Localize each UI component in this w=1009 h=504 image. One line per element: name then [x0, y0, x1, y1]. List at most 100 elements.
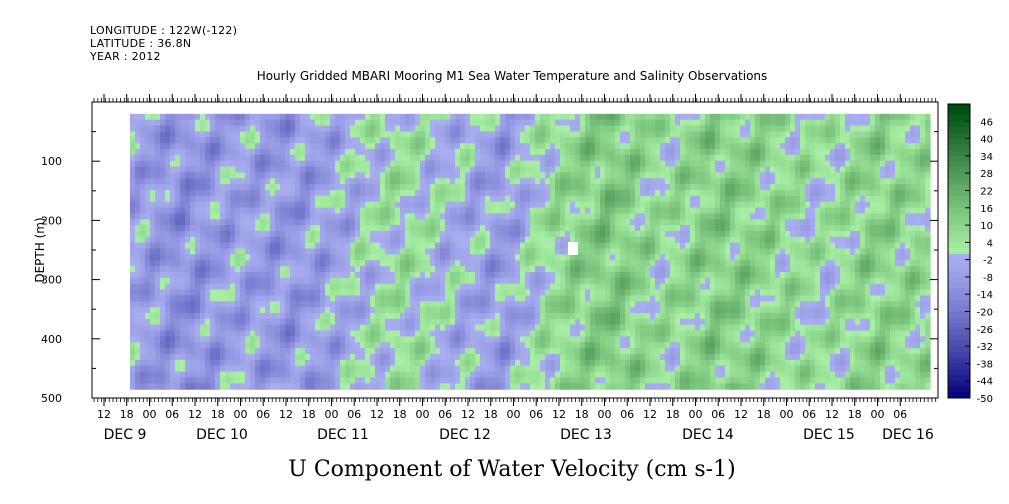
heatmap-cell: [445, 342, 451, 349]
heatmap-cell: [160, 324, 166, 332]
heatmap-cell: [270, 312, 276, 320]
heatmap-cell: [585, 236, 591, 244]
heatmap-cell: [215, 248, 221, 256]
heatmap-cell: [390, 143, 396, 150]
heatmap-cell: [350, 377, 356, 384]
heatmap-cell: [475, 383, 481, 390]
heatmap-cell: [635, 195, 641, 203]
heatmap-cell: [360, 213, 366, 220]
heatmap-cell: [455, 283, 461, 291]
heatmap-cell: [175, 348, 181, 355]
heatmap-cell: [645, 148, 651, 156]
heatmap-cell: [350, 148, 356, 156]
heatmap-cell: [655, 324, 661, 332]
heatmap-cell: [505, 318, 511, 326]
heatmap-cell: [180, 230, 186, 238]
heatmap-cell: [230, 207, 236, 215]
heatmap-cell: [185, 318, 191, 326]
heatmap-cell: [215, 178, 221, 185]
heatmap-cell: [430, 207, 436, 215]
heatmap-cell: [630, 201, 636, 209]
heatmap-cell: [255, 236, 261, 244]
heatmap-cell: [560, 137, 566, 144]
heatmap-cell: [530, 201, 536, 209]
heatmap-cell: [365, 113, 371, 121]
heatmap-cell: [155, 295, 161, 302]
heatmap-cell: [540, 348, 546, 355]
heatmap-cell: [135, 295, 141, 302]
heatmap-cell: [580, 324, 586, 332]
heatmap-cell: [555, 213, 561, 220]
heatmap-cell: [455, 119, 461, 127]
chart-title: Hourly Gridded MBARI Mooring M1 Sea Wate…: [257, 69, 768, 83]
heatmap-cell: [220, 143, 226, 150]
heatmap-cell: [370, 166, 376, 174]
heatmap-cell: [450, 131, 456, 138]
heatmap-cell: [520, 219, 526, 226]
heatmap-cell: [220, 336, 226, 343]
heatmap-cell: [155, 307, 161, 314]
heatmap-cell: [185, 336, 191, 343]
heatmap-cell: [190, 213, 196, 220]
heatmap-cell: [175, 377, 181, 384]
heatmap-cell: [380, 307, 386, 314]
heatmap-cell: [270, 242, 276, 250]
heatmap-cell: [325, 248, 331, 256]
heatmap-cell: [340, 365, 346, 373]
heatmap-cell: [355, 324, 361, 332]
heatmap-cell: [295, 225, 301, 232]
heatmap-cell: [145, 137, 151, 144]
heatmap-cell: [435, 148, 441, 156]
heatmap-cell: [600, 377, 606, 384]
heatmap-cell: [180, 277, 186, 285]
year-label: YEAR : 2012: [90, 50, 161, 63]
heatmap-cell: [465, 230, 471, 238]
heatmap-cell: [210, 301, 216, 308]
heatmap-cell: [415, 184, 421, 191]
heatmap-cell: [310, 242, 316, 250]
heatmap-cell: [375, 213, 381, 220]
heatmap-cell: [585, 248, 591, 256]
heatmap-cell: [280, 207, 286, 215]
heatmap-cell: [600, 348, 606, 355]
heatmap-cell: [340, 266, 346, 273]
heatmap-cell: [320, 236, 326, 244]
heatmap-cell: [490, 336, 496, 343]
heatmap-cell: [320, 301, 326, 308]
heatmap-cell: [605, 160, 611, 168]
heatmap-cell: [325, 219, 331, 226]
heatmap-cell: [615, 230, 621, 238]
heatmap-cell: [445, 219, 451, 226]
heatmap-cell: [470, 318, 476, 326]
heatmap-cell: [605, 236, 611, 244]
heatmap-cell: [130, 312, 136, 320]
heatmap-cell: [165, 189, 171, 197]
heatmap-cell: [515, 248, 521, 256]
heatmap-cell: [565, 160, 571, 168]
heatmap-cell: [425, 213, 431, 220]
heatmap-cell: [595, 271, 601, 279]
heatmap-cell: [245, 178, 251, 185]
heatmap-cell: [260, 125, 266, 133]
heatmap-cell: [215, 353, 221, 361]
heatmap-cell: [280, 260, 286, 267]
heatmap-cell: [540, 312, 546, 320]
heatmap-cell: [555, 230, 561, 238]
heatmap-cell: [450, 154, 456, 162]
heatmap-cell: [445, 131, 451, 138]
heatmap-cell: [450, 348, 456, 355]
heatmap-cell: [445, 125, 451, 133]
heatmap-cell: [230, 160, 236, 168]
heatmap-cell: [435, 266, 441, 273]
heatmap-cell: [535, 154, 541, 162]
heatmap-cell: [550, 353, 556, 361]
heatmap-cell: [400, 353, 406, 361]
heatmap-cell: [390, 154, 396, 162]
heatmap-cell: [450, 119, 456, 127]
heatmap-cell: [635, 383, 641, 390]
heatmap-cell: [265, 348, 271, 355]
heatmap-cell: [155, 377, 161, 384]
heatmap-cell: [485, 348, 491, 355]
heatmap-cell: [390, 289, 396, 297]
heatmap-cell: [500, 266, 506, 273]
